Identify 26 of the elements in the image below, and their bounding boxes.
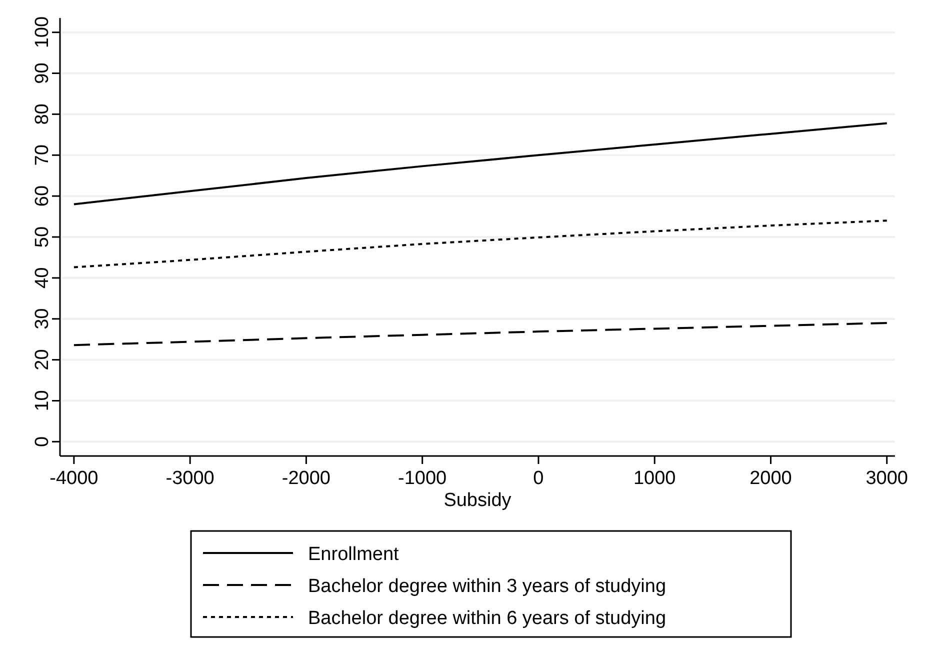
y-tick-label: 50 (32, 226, 53, 248)
x-axis-title: Subsidy (444, 490, 512, 511)
y-tick-label: 10 (32, 390, 53, 412)
y-tick-label: 90 (32, 62, 53, 84)
y-tick-label: 60 (32, 185, 53, 207)
y-tick-label: 80 (32, 104, 53, 125)
x-tick-label: -2000 (282, 468, 331, 489)
y-tick-label: 30 (32, 308, 53, 330)
y-tick-label: 20 (32, 349, 53, 370)
line-series (72, 122, 888, 206)
x-tick-label: 1000 (633, 468, 676, 489)
x-tick-label: 3000 (866, 468, 908, 489)
y-tick-label: 0 (32, 436, 53, 447)
x-tick-label: -1000 (398, 468, 447, 489)
line-series (72, 220, 888, 268)
y-tick-label: 100 (32, 16, 53, 48)
x-tick-label: 2000 (750, 468, 792, 489)
x-tick-label: -3000 (166, 468, 214, 489)
y-tick-label: 40 (32, 267, 53, 289)
y-tick-label: 70 (32, 144, 53, 166)
line-series (72, 322, 888, 346)
x-tick-label: 0 (533, 468, 544, 489)
legend-label: Bachelor degree within 3 years of studying (308, 576, 666, 597)
legend-label: Enrollment (308, 544, 400, 565)
legend-label: Bachelor degree within 6 years of studying (308, 608, 666, 629)
x-tick-label: -4000 (50, 468, 98, 489)
